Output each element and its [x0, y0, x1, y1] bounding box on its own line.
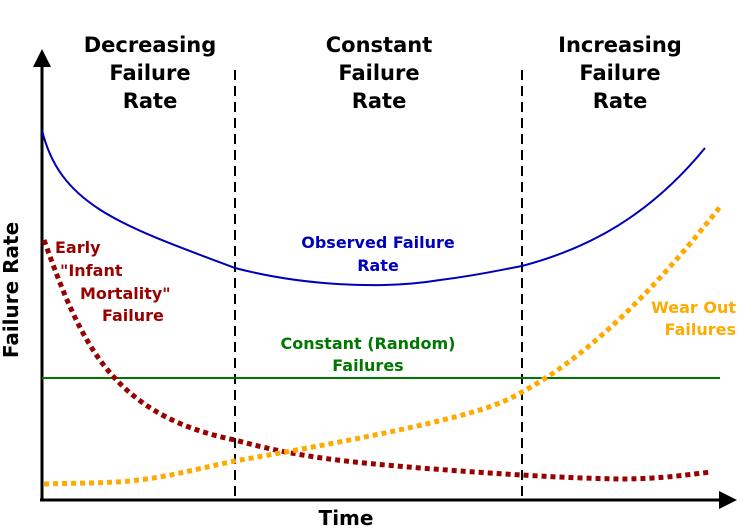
- x-axis-label: Time: [319, 506, 374, 530]
- y-axis-label: Failure Rate: [0, 222, 23, 358]
- region-title-line: Failure: [109, 61, 190, 85]
- curve-label-line: Early: [55, 238, 101, 257]
- region-title-line: Rate: [593, 89, 648, 113]
- region-title-line: Increasing: [558, 33, 682, 57]
- curve-label-line: "Infant: [60, 261, 123, 280]
- region-title-line: Rate: [123, 89, 178, 113]
- curve-label-line: Constant (Random): [281, 334, 456, 353]
- early-failure-label: Early "Infant Mortality" Failure: [55, 238, 171, 325]
- region-title-line: Constant: [326, 33, 433, 57]
- early-failure-curve: [41, 239, 713, 482]
- observed-failure-rate-label: Observed Failure Rate: [301, 233, 455, 275]
- region-title-line: Decreasing: [84, 33, 217, 57]
- curve-label-line: Observed Failure: [301, 233, 455, 252]
- region-title-line: Failure: [338, 61, 419, 85]
- region-title-constant: Constant Failure Rate: [326, 33, 433, 113]
- region-title-line: Failure: [579, 61, 660, 85]
- curve-label-line: Rate: [357, 256, 399, 275]
- observed-failure-rate-curve: [41, 129, 706, 287]
- constant-failures-label: Constant (Random) Failures: [281, 334, 456, 375]
- wear-out-curve: [43, 205, 722, 487]
- region-title-line: Rate: [352, 89, 407, 113]
- curve-label-line: Failure: [102, 306, 164, 325]
- wear-out-label: Wear Out Failures: [651, 298, 736, 339]
- curve-label-line: Failures: [665, 320, 736, 339]
- curve-label-line: Failures: [332, 356, 403, 375]
- curve-label-line: Wear Out: [651, 298, 736, 317]
- region-title-decreasing: Decreasing Failure Rate: [84, 33, 217, 113]
- curve-label-line: Mortality": [80, 284, 171, 303]
- region-title-increasing: Increasing Failure Rate: [558, 33, 682, 113]
